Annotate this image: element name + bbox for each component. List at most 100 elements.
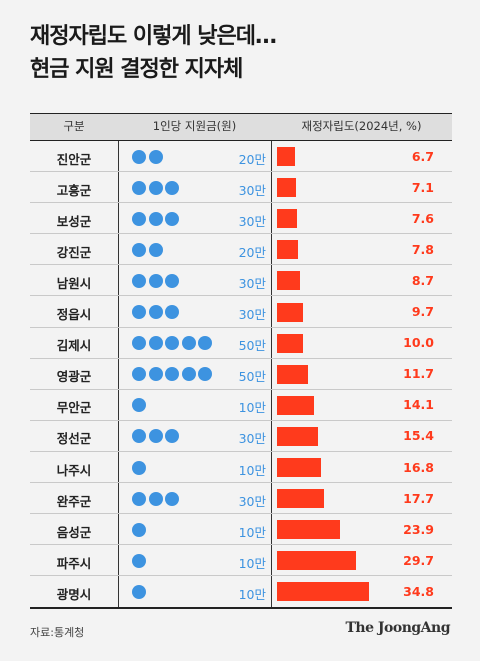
amount-dots (132, 460, 149, 475)
ratio-value-label: 10.0 (403, 335, 434, 351)
ratio-bar (277, 364, 308, 384)
table-row: 정선군 30만 15.4 (30, 421, 452, 452)
row-divider (30, 171, 452, 173)
row-divider (30, 513, 452, 515)
title-line-1: 재정자립도 이렇게 낮은데… (30, 24, 277, 49)
source-note: 자료:통계청 (30, 626, 85, 639)
ratio-value-label: 16.8 (403, 459, 434, 475)
region-name: 무안군 (56, 400, 92, 416)
amount-dots (132, 491, 182, 506)
row-divider (30, 450, 452, 452)
amount-label: 20만 (238, 244, 266, 260)
amount-dot (132, 149, 146, 164)
row-divider (30, 264, 452, 266)
region-name: 보성군 (56, 213, 92, 229)
ratio-bar (277, 489, 324, 509)
amount-label: 30만 (238, 182, 266, 198)
table-row: 보성군 30만 7.6 (30, 203, 452, 235)
amount-dot (181, 336, 196, 351)
amount-dots (132, 305, 182, 320)
row-divider (30, 482, 452, 484)
amount-dot (198, 336, 213, 351)
publisher-logo: The JoongAng (345, 620, 451, 636)
region-name: 정선군 (56, 431, 92, 447)
region-name: 진안군 (56, 151, 92, 167)
row-divider (30, 357, 452, 359)
header-ratio: 재정자립도(2024년, %) (301, 119, 422, 133)
table-row: 남원시 30만 8.7 (30, 265, 452, 297)
amount-dots (132, 242, 165, 257)
amount-label: 10만 (238, 400, 266, 416)
amount-label: 50만 (238, 338, 266, 354)
ratio-value-label: 34.8 (403, 583, 434, 599)
table-row: 영광군 50만 11.7 (30, 359, 452, 390)
ratio-value-label: 15.4 (403, 428, 434, 444)
amount-dot (165, 491, 180, 506)
amount-dots (132, 584, 149, 599)
amount-dot (132, 211, 146, 226)
row-divider (30, 295, 452, 297)
column-divider (271, 141, 272, 608)
amount-dot (148, 336, 163, 351)
ratio-bar (277, 520, 341, 540)
amount-dot (132, 336, 146, 351)
amount-dot (148, 149, 163, 164)
ratio-bar (277, 147, 295, 167)
table-row: 정읍시 30만 9.7 (30, 297, 452, 328)
amount-label: 30만 (238, 431, 266, 447)
amount-dot (148, 429, 163, 444)
ratio-bar (277, 551, 356, 571)
amount-dots (132, 211, 182, 226)
amount-dot (148, 273, 163, 288)
row-divider (30, 233, 452, 235)
amount-dot (148, 242, 163, 257)
amount-dot (148, 305, 163, 320)
amount-label: 10만 (238, 462, 266, 478)
amount-label: 30만 (238, 213, 266, 229)
chart-title: 재정자립도 이렇게 낮은데… 현금 지원 결정한 지자체 (30, 20, 277, 86)
amount-dot (132, 305, 146, 320)
amount-dot (181, 367, 196, 382)
amount-dot (132, 553, 146, 568)
region-name: 영광군 (56, 369, 92, 385)
region-name: 나주시 (56, 462, 92, 478)
amount-dot (165, 180, 180, 195)
amount-dot (165, 273, 180, 288)
ratio-value-label: 8.7 (411, 272, 434, 288)
amount-label: 10만 (238, 555, 266, 571)
ratio-value-label: 17.7 (403, 490, 434, 506)
table-row: 완주군 30만 17.7 (30, 483, 452, 515)
amount-label: 50만 (238, 369, 266, 385)
row-divider (30, 544, 452, 546)
amount-dots (132, 180, 182, 195)
amount-dot (132, 242, 146, 257)
table-header: 구분 1인당 지원금(원) 재정자립도(2024년, %) (30, 113, 452, 141)
amount-label: 10만 (238, 586, 266, 602)
table-row: 광명시 10만 34.8 (30, 576, 452, 607)
ratio-value-label: 14.1 (403, 397, 434, 413)
ratio-bar (277, 209, 298, 229)
amount-dot (165, 305, 180, 320)
amount-dot (148, 491, 163, 506)
amount-dot (132, 180, 146, 195)
amount-dots (132, 367, 215, 382)
amount-dots (132, 336, 215, 351)
ratio-value-label: 23.9 (403, 521, 434, 537)
table-row: 파주시 10만 29.7 (30, 545, 452, 577)
row-divider (30, 388, 452, 390)
table-row: 강진군 20만 7.8 (30, 234, 452, 266)
ratio-bar (277, 302, 303, 322)
ratio-value-label: 7.8 (411, 241, 434, 257)
amount-dot (132, 367, 146, 382)
amount-dots (132, 522, 149, 537)
amount-label: 20만 (238, 151, 266, 167)
header-amount: 1인당 지원금(원) (152, 119, 237, 133)
ratio-bar (277, 333, 304, 353)
header-region: 구분 (63, 119, 85, 133)
table-row: 나주시 10만 16.8 (30, 452, 452, 484)
amount-dot (198, 367, 213, 382)
region-name: 광명시 (56, 586, 92, 602)
amount-dots (132, 553, 149, 568)
amount-label: 30만 (238, 493, 266, 509)
amount-dots (132, 429, 182, 444)
